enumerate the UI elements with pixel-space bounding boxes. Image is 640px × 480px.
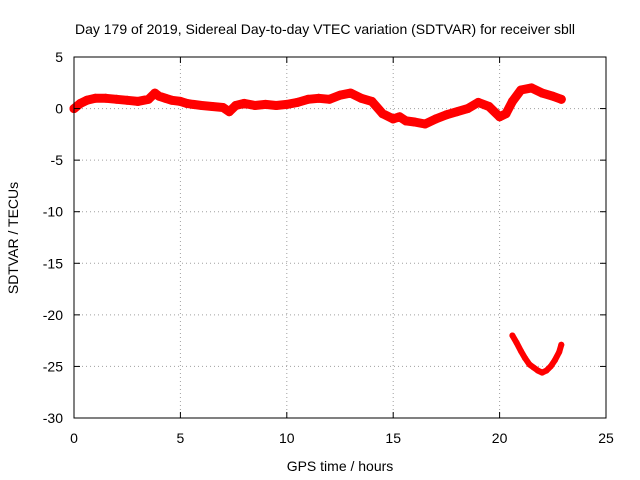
data-point: [547, 363, 554, 370]
data-point: [250, 101, 260, 110]
data-point: [527, 83, 536, 93]
data-point: [543, 367, 550, 374]
data-point: [197, 101, 207, 110]
data-point: [395, 112, 405, 122]
y-tick-label: -30: [43, 410, 63, 426]
data-point: [101, 93, 111, 103]
data-point: [207, 102, 217, 111]
data-point: [144, 94, 153, 104]
data-series: [69, 83, 566, 376]
data-point: [517, 348, 524, 354]
data-point: [271, 101, 281, 110]
data-point: [537, 88, 547, 98]
data-point: [463, 104, 473, 114]
data-point: [509, 332, 516, 339]
data-point: [133, 96, 143, 106]
data-point: [324, 94, 334, 104]
data-point: [224, 107, 234, 117]
data-point: [314, 93, 324, 103]
data-point: [441, 110, 451, 120]
data-point: [378, 109, 388, 119]
data-point: [356, 93, 366, 103]
y-tick-label: 0: [55, 101, 63, 117]
y-tick-label: -10: [43, 204, 63, 220]
data-point: [167, 95, 177, 105]
data-point: [556, 94, 566, 104]
x-tick-label: 0: [70, 430, 78, 446]
data-point: [346, 88, 356, 98]
data-point: [473, 97, 483, 107]
y-tick-label: -20: [43, 307, 63, 323]
data-point: [303, 94, 313, 104]
data-point: [516, 85, 526, 95]
data-point: [551, 357, 558, 364]
data-point: [335, 90, 345, 100]
x-tick-label: 20: [492, 430, 508, 446]
data-point: [530, 364, 537, 371]
data-point: [122, 95, 132, 105]
data-point: [507, 96, 517, 106]
data-point: [90, 93, 100, 103]
y-tick-label: -25: [43, 358, 63, 374]
data-point: [231, 101, 241, 110]
data-point: [522, 355, 529, 362]
x-tick-label: 15: [385, 430, 401, 446]
data-point: [513, 339, 520, 346]
y-axis-label: SDTVAR / TECUs: [5, 182, 21, 294]
x-axis-label: GPS time / hours: [287, 458, 394, 474]
data-point: [558, 341, 565, 348]
data-point: [112, 94, 122, 104]
data-point: [501, 109, 511, 119]
data-point: [548, 91, 558, 101]
data-point: [188, 99, 198, 109]
chart-title: Day 179 of 2019, Sidereal Day-to-day VTE…: [75, 21, 575, 37]
data-point: [556, 349, 563, 355]
data-point: [484, 102, 494, 111]
data-point: [282, 99, 292, 109]
data-point: [292, 97, 302, 107]
data-point: [239, 98, 249, 108]
data-point: [526, 361, 533, 368]
data-point: [401, 116, 411, 126]
plot-frame: [73, 56, 607, 419]
x-tick-label: 25: [598, 430, 614, 446]
y-tick-label: 5: [55, 49, 63, 65]
data-point: [452, 107, 462, 117]
data-point: [367, 96, 377, 106]
data-point: [261, 99, 270, 109]
x-tick-label: 10: [279, 430, 295, 446]
data-point: [420, 119, 430, 129]
x-tick-label: 5: [177, 430, 185, 446]
y-tick-label: -15: [43, 255, 63, 271]
series-line-2: [509, 332, 565, 376]
axis-ticks: 0 5 10 15 20 25 5 0 -5 -10 -15 -20 -25 -30: [43, 49, 614, 446]
data-point: [82, 95, 92, 105]
data-point: [431, 114, 441, 124]
data-point: [410, 117, 419, 127]
y-tick-label: -5: [51, 152, 64, 168]
